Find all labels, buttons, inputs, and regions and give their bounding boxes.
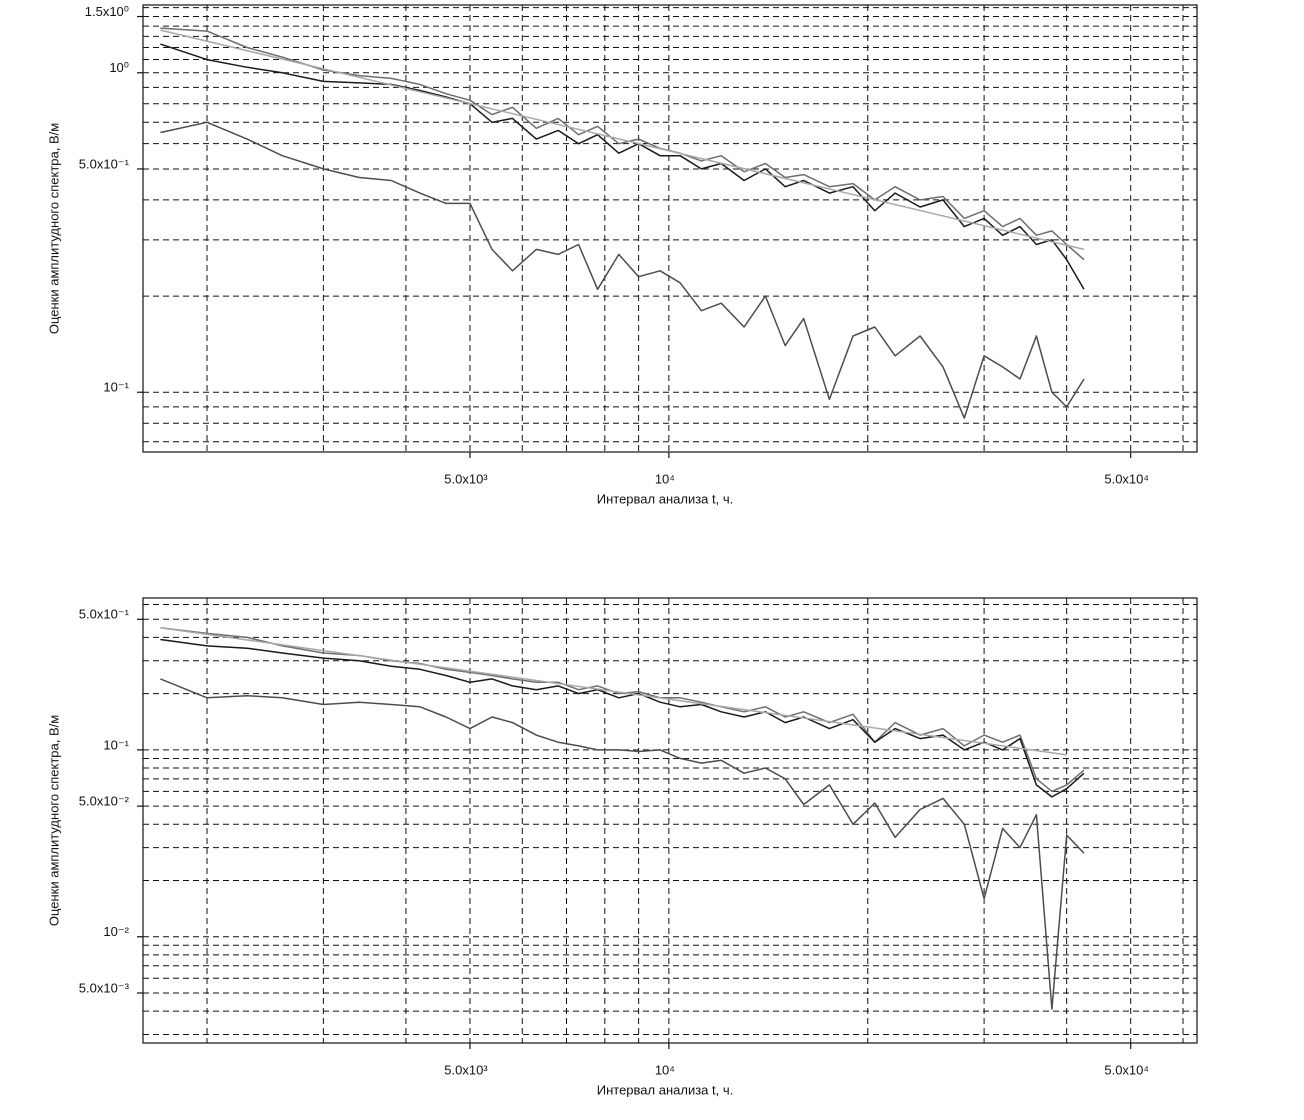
y-axis-label: Оценки амплитудного спектра, В/м bbox=[46, 715, 61, 926]
plot-frame bbox=[142, 4, 1198, 453]
chart: 5.0x10³ 10⁴ 5.0x10⁴ 5.0x10⁻¹ 10⁻¹ 5.0x10⁻² 10⁻… bbox=[46, 597, 1198, 1097]
x-axis-label: Интервал анализа t, ч. bbox=[597, 1082, 734, 1097]
y-axis-label: Оценки амплитудного спектра, В/м bbox=[46, 123, 61, 334]
x-axis-label: Интервал анализа t, ч. bbox=[597, 491, 734, 506]
x-tick-label: 5.0x10⁴ bbox=[1104, 471, 1149, 486]
data-line bbox=[160, 678, 1085, 1010]
y-tick-label: 5.0x10⁻¹ bbox=[79, 156, 130, 171]
x-tick-label: 5.0x10³ bbox=[444, 1062, 488, 1077]
y-tick-label: 10⁰ bbox=[109, 60, 129, 75]
data-line bbox=[160, 29, 1085, 251]
y-tick-label: 10⁻¹ bbox=[103, 380, 129, 395]
y-tick-label: 1.5x10⁰ bbox=[85, 4, 129, 19]
data-line bbox=[160, 27, 1085, 261]
data-line bbox=[160, 627, 1085, 793]
chart: 5.0x10³ 10⁴ 5.0x10⁴ 1.5x10⁰ 10⁰ 5.0x10⁻¹ 10⁻¹ И… bbox=[46, 4, 1198, 506]
x-tick-label: 5.0x10³ bbox=[444, 471, 488, 486]
y-tick-label: 5.0x10⁻³ bbox=[79, 980, 130, 995]
y-tick-label: 5.0x10⁻² bbox=[79, 794, 130, 809]
x-tick-label: 10⁴ bbox=[655, 471, 675, 486]
data-line bbox=[160, 43, 1085, 290]
data-line bbox=[160, 627, 1067, 756]
x-tick-label: 5.0x10⁴ bbox=[1104, 1062, 1149, 1077]
y-tick-label: 10⁻¹ bbox=[103, 737, 129, 752]
x-tick-label: 10⁴ bbox=[655, 1062, 675, 1077]
y-tick-label: 5.0x10⁻¹ bbox=[79, 607, 130, 622]
data-line bbox=[160, 121, 1085, 419]
y-tick-label: 10⁻² bbox=[103, 924, 129, 939]
data-line bbox=[160, 638, 1085, 798]
plot-frame bbox=[142, 597, 1198, 1044]
